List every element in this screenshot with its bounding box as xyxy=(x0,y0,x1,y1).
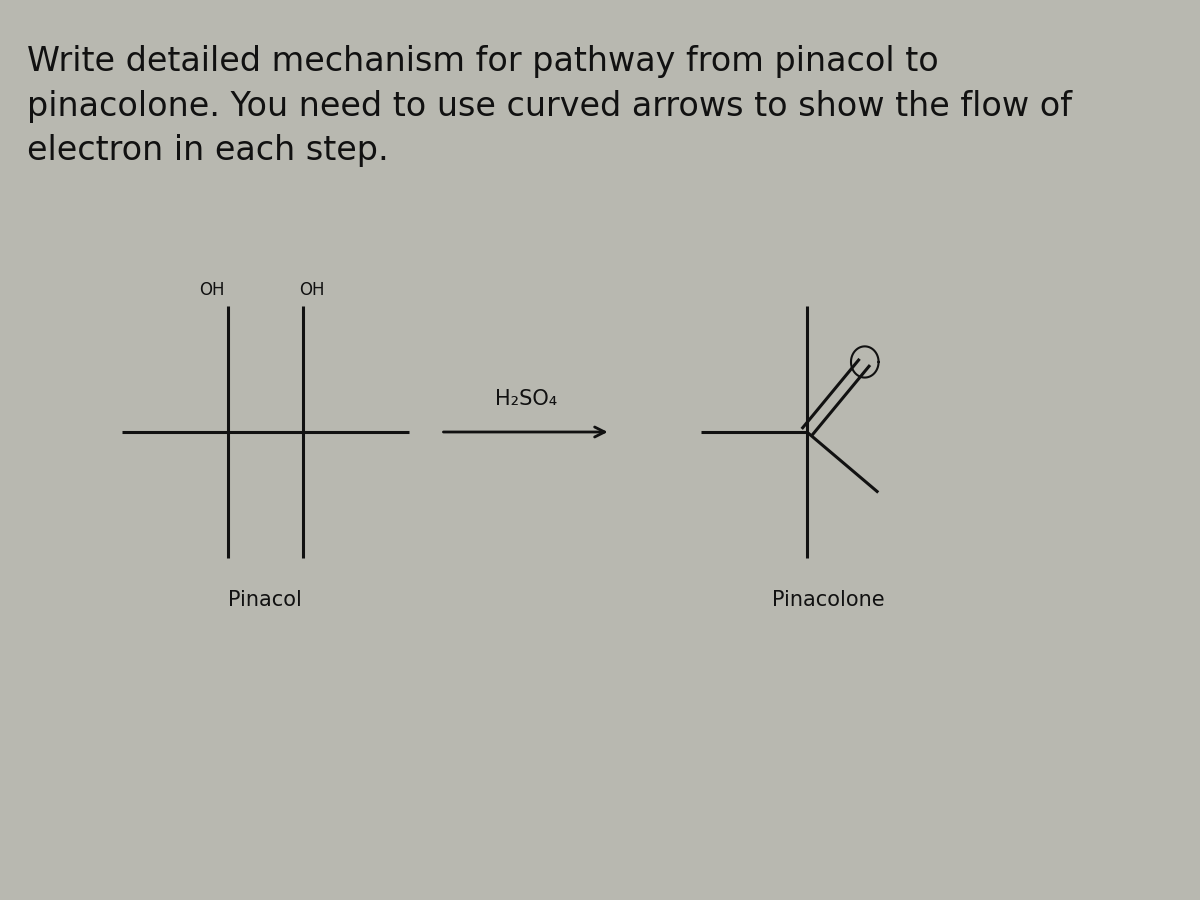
Text: H₂SO₄: H₂SO₄ xyxy=(494,390,557,410)
Text: OH: OH xyxy=(300,281,325,299)
Text: Pinacolone: Pinacolone xyxy=(772,590,884,609)
Text: Write detailed mechanism for pathway from pinacol to
pinacolone. You need to use: Write detailed mechanism for pathway fro… xyxy=(26,45,1072,167)
Text: OH: OH xyxy=(199,281,226,299)
Text: Pinacol: Pinacol xyxy=(228,590,302,609)
